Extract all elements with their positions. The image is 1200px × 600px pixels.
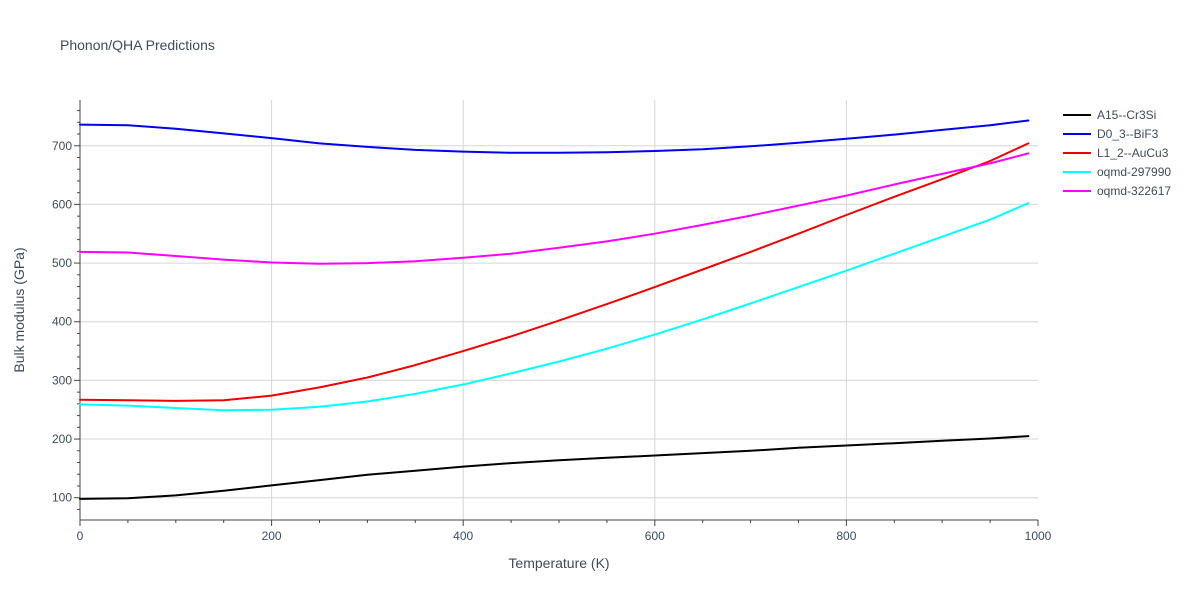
y-axis-title: Bulk modulus (GPa) (11, 247, 27, 372)
legend-label: A15--Cr3Si (1097, 108, 1156, 122)
y-tick-label: 300 (52, 373, 72, 387)
legend-label: oqmd-297990 (1097, 165, 1171, 179)
x-tick-label: 800 (836, 529, 856, 543)
series-line-4 (79, 152, 1030, 265)
legend-item-4[interactable]: oqmd-322617 (1063, 184, 1171, 198)
x-tick-label: 400 (453, 529, 473, 543)
y-tick-label: 100 (52, 491, 72, 505)
series-line-1 (79, 119, 1030, 154)
legend-item-2[interactable]: L1_2--AuCu3 (1063, 146, 1169, 160)
series-layer (79, 119, 1030, 500)
legend[interactable]: A15--Cr3Si D0_3--BiF3 L1_2--AuCu3 oqmd-2979… (1063, 108, 1171, 198)
legend-item-3[interactable]: oqmd-297990 (1063, 165, 1171, 179)
y-tick-label: 500 (52, 256, 72, 270)
chart-title: Phonon/QHA Predictions (60, 37, 215, 53)
legend-label: D0_3--BiF3 (1097, 127, 1159, 141)
legend-item-1[interactable]: D0_3--BiF3 (1063, 127, 1159, 141)
y-tick-label: 200 (52, 432, 72, 446)
axes-layer: 0 200 400 600 800 1000 100 200 300 400 500 600 700 (52, 100, 1052, 543)
series-line-3 (79, 202, 1030, 412)
legend-label: L1_2--AuCu3 (1097, 146, 1169, 160)
x-tick-label: 1000 (1025, 529, 1052, 543)
y-tick-label: 400 (52, 315, 72, 329)
x-tick-label: 0 (77, 529, 84, 543)
x-axis-title: Temperature (K) (508, 555, 609, 571)
legend-label: oqmd-322617 (1097, 184, 1171, 198)
series-line-2 (79, 142, 1030, 402)
y-tick-label: 700 (52, 139, 72, 153)
legend-item-0[interactable]: A15--Cr3Si (1063, 108, 1156, 122)
series-line-0 (79, 435, 1030, 500)
y-tick-label: 600 (52, 197, 72, 211)
grid-layer (80, 100, 1038, 520)
x-tick-label: 200 (262, 529, 282, 543)
x-tick-label: 600 (645, 529, 665, 543)
